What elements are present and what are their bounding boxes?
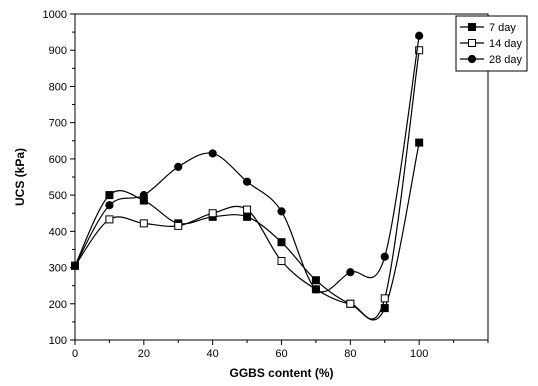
data-point-7-day (311, 276, 320, 285)
legend-label-14-day: 14 day (489, 38, 523, 50)
x-tick-label: 80 (344, 348, 356, 360)
x-tick-label: 0 (72, 348, 78, 360)
data-point-14-day (243, 205, 252, 214)
legend-label-7-day: 7 day (489, 22, 516, 34)
data-point-28-day (380, 252, 389, 261)
y-tick-label: 1000 (43, 9, 67, 21)
x-axis-title: GGBS content (%) (230, 366, 334, 380)
series-line-7-day (74, 142, 420, 321)
series-layer (70, 31, 424, 321)
x-tick-label: 60 (275, 348, 287, 360)
data-point-14-day (208, 209, 217, 218)
data-point-14-day (380, 294, 389, 303)
y-tick-label: 400 (49, 226, 67, 238)
data-point-28-day (346, 268, 355, 277)
y-tick-label: 600 (49, 154, 67, 166)
data-point-28-day (311, 285, 321, 294)
data-point-7-day (243, 212, 252, 221)
data-point-28-day (277, 207, 286, 216)
x-tick-label: 20 (138, 348, 150, 360)
y-tick-label: 900 (49, 45, 67, 57)
y-tick-label: 800 (49, 81, 67, 93)
data-point-14-day (415, 46, 424, 55)
data-point-14-day (139, 219, 148, 228)
y-axis-title: UCS (kPa) (13, 148, 27, 206)
y-tick-label: 200 (49, 299, 67, 311)
series-14-day (71, 46, 424, 320)
data-point-28-day (70, 261, 80, 270)
data-point-7-day (277, 238, 286, 247)
data-point-28-day (105, 201, 114, 210)
series-line-28-day (74, 35, 420, 293)
x-tick-label: 40 (207, 348, 219, 360)
x-tick-label: 100 (410, 348, 428, 360)
data-point-7-day (415, 138, 424, 147)
data-point-7-day (105, 191, 114, 200)
data-point-14-day (346, 299, 355, 308)
data-point-28-day (242, 177, 252, 186)
legend: 7 day 14 day 28 day (455, 15, 528, 72)
axes: 0 20 40 60 80 100 100 200 300 400 500 600 700 800 900 1… (43, 9, 489, 360)
data-point-28-day (415, 31, 424, 40)
y-tick-label: 700 (49, 118, 67, 130)
data-point-14-day (174, 221, 183, 230)
series-7-day (71, 138, 424, 321)
y-tick-label: 300 (49, 263, 67, 275)
legend-marker-7-day (468, 23, 476, 31)
plot-frame (74, 13, 489, 341)
data-point-14-day (105, 215, 114, 224)
data-point-28-day (139, 191, 148, 200)
legend-marker-14-day (468, 39, 476, 47)
legend-marker-28-day (467, 54, 477, 64)
series-28-day (70, 31, 424, 294)
legend-label-28-day: 28 day (489, 54, 523, 66)
data-point-28-day (208, 149, 217, 158)
data-point-28-day (174, 162, 183, 171)
y-tick-label: 500 (49, 190, 67, 202)
data-point-14-day (277, 257, 286, 266)
y-tick-label: 100 (49, 335, 67, 347)
